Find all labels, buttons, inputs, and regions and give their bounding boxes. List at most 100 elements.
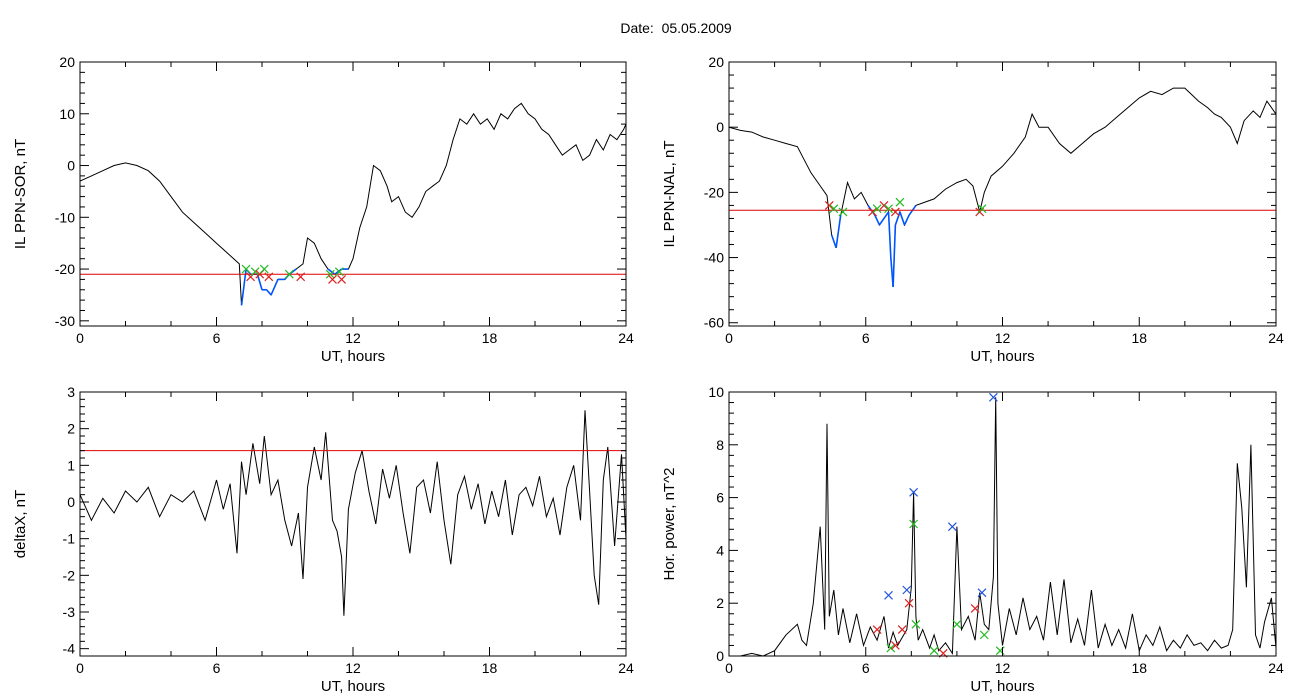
y-tick-label: 4: [716, 542, 724, 558]
y-tick-label: 0: [716, 119, 724, 135]
marker-blue: [977, 588, 987, 598]
y-tick-label: 0: [67, 158, 75, 174]
x-tick-label: 0: [76, 330, 84, 346]
series-line: [80, 102, 626, 306]
x-tick-label: 12: [995, 330, 1011, 346]
y-axis-label: deltaX, nT: [12, 490, 29, 558]
marker-green: [838, 207, 848, 217]
x-axis-label: UT, hours: [321, 678, 385, 695]
y-tick-label: -20: [55, 261, 75, 277]
x-axis-label: UT, hours: [970, 678, 1034, 695]
marker-red: [296, 272, 306, 282]
y-tick-label: 0: [67, 494, 75, 510]
y-tick-label: 10: [59, 106, 75, 122]
x-axis-label: UT, hours: [321, 348, 385, 365]
x-tick-label: 6: [213, 660, 221, 676]
x-tick-label: 6: [213, 330, 221, 346]
highlight-segment: [265, 289, 272, 296]
marker-green: [884, 204, 893, 214]
marker-green: [259, 264, 269, 274]
marker-green: [977, 204, 987, 214]
marker-red: [904, 598, 914, 608]
highlight-segment: [894, 211, 901, 226]
marker-green: [995, 646, 1005, 656]
marker-green: [911, 619, 921, 629]
marker-green: [895, 197, 905, 207]
marker-blue: [902, 585, 912, 595]
marker-green: [952, 619, 962, 629]
highlight-segment: [327, 268, 336, 275]
x-tick-label: 24: [618, 330, 634, 346]
x-tick-label: 12: [345, 660, 361, 676]
highlight-segment: [887, 211, 892, 258]
highlight-segment: [240, 268, 247, 306]
highlight-segment: [270, 279, 279, 296]
y-tick-label: -3: [63, 604, 76, 620]
marker-red: [890, 207, 900, 217]
series-line: [729, 397, 1276, 656]
plot-frame: [79, 391, 627, 657]
y-tick-label: -10: [55, 209, 75, 225]
x-tick-label: 18: [482, 330, 498, 346]
x-tick-label: 24: [618, 660, 634, 676]
plot-frame: [728, 61, 1277, 327]
marker-red: [890, 641, 900, 650]
marker-green: [241, 264, 251, 274]
y-tick-label: -30: [55, 313, 75, 329]
y-tick-label: 2: [67, 421, 75, 437]
y-tick-label: 8: [716, 437, 724, 453]
marker-green: [325, 269, 335, 279]
highlight-segment: [256, 274, 263, 290]
y-tick-label: 6: [716, 490, 724, 506]
x-tick-label: 18: [1131, 660, 1147, 676]
y-tick-label: 3: [67, 384, 75, 400]
y-tick-label: -1: [63, 531, 76, 547]
marker-green: [886, 643, 896, 653]
marker-blue: [884, 590, 893, 600]
marker-green: [909, 519, 919, 529]
marker-green: [979, 630, 989, 640]
marker-green: [284, 269, 294, 279]
plot-frame: [79, 61, 627, 327]
marker-red: [872, 625, 882, 635]
series-line: [729, 87, 1276, 287]
y-tick-label: -20: [704, 184, 724, 200]
y-axis-label: Hor. power, nT^2: [661, 468, 678, 581]
highlight-segment: [892, 224, 897, 287]
marker-green: [929, 646, 939, 656]
x-tick-label: 12: [345, 330, 361, 346]
marker-red: [264, 272, 274, 282]
x-tick-label: 0: [725, 660, 733, 676]
marker-red: [328, 274, 337, 284]
x-tick-label: 24: [1268, 660, 1284, 676]
y-tick-label: 1: [67, 457, 75, 473]
highlight-segment: [874, 214, 881, 226]
highlight-segment: [878, 217, 885, 226]
marker-blue: [909, 487, 919, 497]
marker-red: [337, 274, 347, 284]
highlight-segment: [830, 234, 837, 249]
marker-red: [970, 604, 980, 613]
highlight-segment: [883, 211, 890, 219]
x-tick-label: 6: [862, 660, 870, 676]
x-axis-label: UT, hours: [970, 348, 1034, 365]
y-tick-label: 10: [708, 384, 724, 400]
marker-blue: [947, 522, 957, 532]
highlight-segment: [903, 214, 910, 226]
x-tick-label: 0: [725, 330, 733, 346]
chart-hor-power: 0 6 12 18 24 10 8 6 4 2 0 UT, hours Hor. power, nT^2: [661, 384, 1284, 695]
marker-green: [872, 204, 882, 214]
marker-green: [829, 204, 839, 214]
x-tick-label: 24: [1268, 330, 1284, 346]
y-tick-label: 20: [59, 54, 75, 70]
y-tick-label: -40: [704, 250, 724, 266]
marker-red: [897, 625, 907, 635]
y-tick-label: -2: [63, 567, 76, 583]
marker-green: [250, 267, 260, 277]
y-tick-label: 0: [716, 648, 724, 664]
marker-blue: [988, 392, 998, 402]
chart-delta-x: 0 6 12 18 24 3 2 1 0 -1 -2 -3 -4 UT, hours deltaX, nT: [12, 384, 634, 695]
y-tick-label: -60: [704, 315, 724, 331]
